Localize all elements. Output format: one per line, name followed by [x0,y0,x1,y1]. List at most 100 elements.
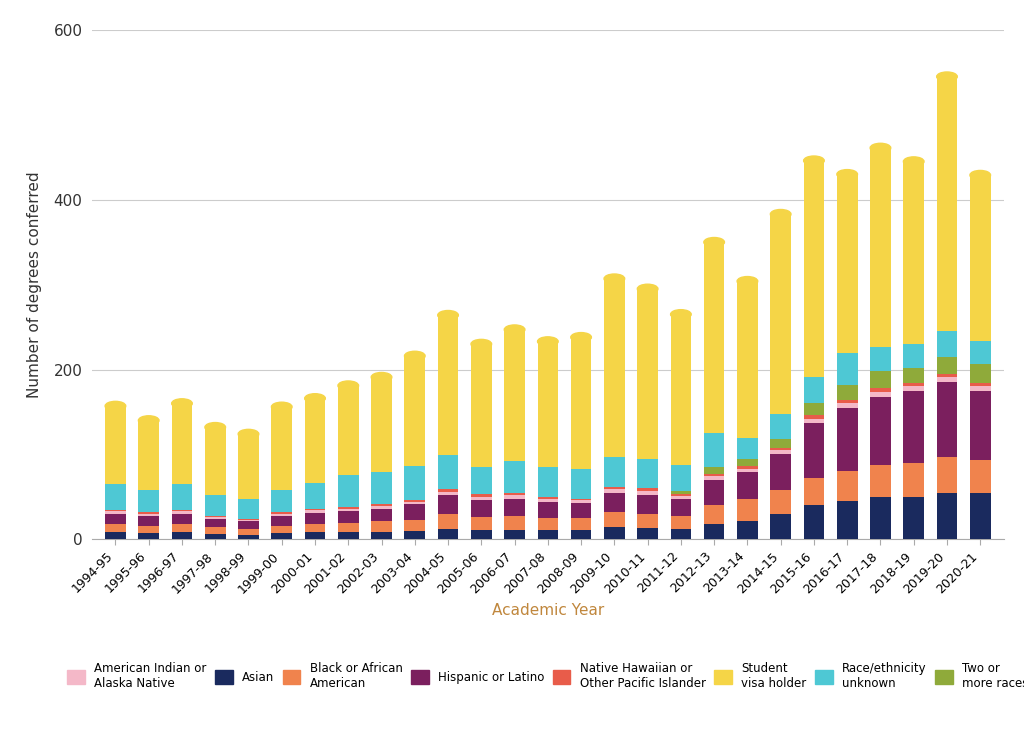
Legend: American Indian or
Alaska Native, Asian, Black or African
American, Hispanic or : American Indian or Alaska Native, Asian,… [62,657,1024,694]
Bar [970,341,990,365]
Bar [970,493,990,539]
Bar [271,516,292,526]
Ellipse shape [172,398,193,408]
Bar [172,509,193,512]
Bar [703,476,724,480]
Bar [239,499,259,519]
Bar [404,467,425,500]
Bar [538,502,558,518]
Ellipse shape [737,276,758,286]
Bar [870,392,891,397]
Bar [804,416,824,419]
Bar [138,514,159,516]
Ellipse shape [205,422,225,432]
Bar [870,148,891,348]
Bar [372,505,392,506]
Bar [570,469,592,499]
Bar [604,279,625,457]
Bar [737,281,758,438]
Bar [105,484,126,509]
Bar [770,214,791,413]
Bar [770,490,791,514]
Bar [305,524,326,533]
Ellipse shape [239,429,259,439]
Bar [305,509,326,510]
Bar [205,527,225,534]
Bar [937,374,957,377]
Bar [903,463,924,497]
Bar [970,383,990,386]
Bar [338,475,358,507]
Bar [372,377,392,472]
Ellipse shape [471,339,492,349]
Ellipse shape [504,325,525,334]
Bar [770,450,791,455]
Bar [404,520,425,531]
Bar [870,464,891,497]
Bar [837,353,857,385]
Bar [903,386,924,391]
Bar [504,516,525,530]
Bar [138,526,159,533]
Bar [703,433,724,467]
Bar [271,490,292,512]
Bar [604,457,625,487]
Bar [671,465,691,491]
Bar [239,529,259,535]
Bar [172,512,193,514]
Bar [604,487,625,489]
Bar [737,467,758,469]
Bar [404,500,425,502]
Bar [172,404,193,484]
Bar [804,161,824,377]
Bar [105,524,126,533]
Ellipse shape [538,337,558,346]
Bar [703,524,724,539]
Bar [837,175,857,353]
Bar [338,386,358,475]
Bar [970,391,990,461]
Bar [471,497,492,500]
Bar [338,509,358,512]
Bar [305,398,326,483]
Bar [770,439,791,448]
Bar [239,434,259,499]
Ellipse shape [338,381,358,390]
Bar [471,494,492,497]
Bar [538,518,558,530]
Bar [239,519,259,520]
Bar [570,503,592,518]
Bar [271,526,292,533]
Bar [637,495,658,514]
Bar [937,377,957,382]
Bar [172,533,193,539]
Bar [271,512,292,514]
Bar [737,500,758,521]
Bar [338,512,358,523]
Bar [271,407,292,490]
Bar [671,516,691,529]
Bar [338,507,358,509]
Bar [570,500,592,503]
Bar [570,518,592,530]
Bar [903,162,924,344]
Bar [837,471,857,501]
Bar [903,391,924,463]
Bar [637,488,658,491]
Bar [671,500,691,516]
Bar [172,484,193,509]
Bar [770,514,791,539]
Bar [804,403,824,416]
Ellipse shape [138,416,159,425]
Bar [404,505,425,520]
Bar [837,407,857,471]
Bar [471,467,492,494]
Bar [637,458,658,488]
Bar [903,368,924,383]
Bar [205,495,225,516]
Bar [372,506,392,509]
Ellipse shape [870,143,891,153]
Bar [604,527,625,539]
Ellipse shape [804,156,824,166]
Bar [538,342,558,467]
